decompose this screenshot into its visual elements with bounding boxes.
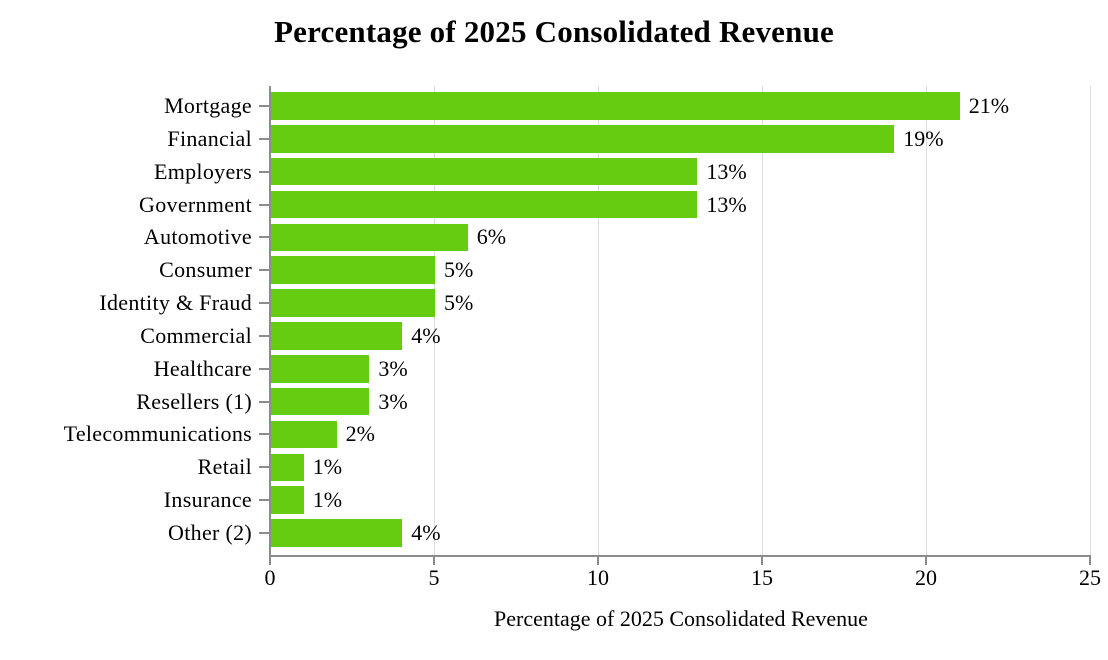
x-tick-label-25: 25 — [1079, 565, 1101, 590]
y-tick-financial — [259, 137, 270, 140]
bar-value-label-telecommunications: 2% — [345, 421, 375, 447]
category-label-commercial: Commercial — [140, 322, 252, 348]
y-tick-employers — [259, 170, 270, 173]
y-tick-government — [259, 203, 270, 206]
category-label-automotive: Automotive — [143, 224, 252, 250]
bar-value-label-automotive: 6% — [476, 224, 507, 250]
bar-identity-fraud — [271, 289, 435, 317]
category-label-consumer: Consumer — [159, 257, 252, 283]
bar-value-label-identity-fraud: 5% — [444, 290, 474, 316]
x-tick-5 — [433, 557, 435, 565]
y-tick-mortgage — [259, 105, 270, 107]
y-tick-retail — [259, 466, 270, 469]
x-tick-25 — [1089, 557, 1091, 565]
category-label-financial: Financial — [167, 125, 252, 151]
x-tick-10 — [597, 557, 599, 565]
y-tick-other-2 — [259, 531, 270, 534]
category-label-retail: Retail — [197, 454, 252, 480]
category-label-government: Government — [139, 191, 252, 217]
bar-employers — [271, 157, 698, 186]
bar-value-label-consumer: 5% — [444, 257, 474, 283]
category-label-healthcare: Healthcare — [153, 355, 252, 381]
bar-healthcare — [271, 355, 370, 383]
bar-value-label-commercial: 4% — [411, 322, 441, 348]
bar-mortgage — [271, 92, 960, 120]
x-tick-20 — [925, 557, 927, 565]
gridline-25 — [1089, 86, 1091, 555]
bar-value-label-insurance: 1% — [312, 487, 343, 513]
bar-value-label-healthcare: 3% — [378, 355, 408, 381]
x-axis-line — [269, 555, 1091, 557]
category-label-other-2: Other (2) — [168, 519, 252, 545]
x-tick-0 — [269, 557, 271, 565]
y-tick-consumer — [259, 269, 270, 272]
bar-value-label-resellers-1: 3% — [378, 388, 408, 414]
x-tick-label-0: 0 — [264, 565, 276, 590]
category-label-telecommunications: Telecommunications — [63, 421, 252, 447]
category-label-resellers-1: Resellers (1) — [136, 388, 252, 414]
bar-consumer — [271, 256, 435, 284]
bar-value-label-mortgage: 21% — [968, 93, 1010, 118]
bar-retail — [271, 453, 304, 482]
bar-government — [271, 190, 698, 219]
category-label-identity-fraud: Identity & Fraud — [99, 290, 252, 316]
y-tick-telecommunications — [259, 433, 270, 436]
category-label-employers: Employers — [153, 158, 252, 184]
gridline-15 — [761, 86, 763, 555]
bar-financial — [271, 125, 895, 153]
y-tick-resellers-1 — [259, 400, 270, 403]
bar-resellers-1 — [271, 387, 370, 416]
x-tick-15 — [761, 557, 763, 565]
y-tick-automotive — [259, 236, 270, 239]
bar-automotive — [271, 223, 468, 252]
x-tick-label-10: 10 — [587, 565, 609, 590]
bar-value-label-employers: 13% — [706, 158, 747, 184]
y-tick-healthcare — [259, 367, 270, 370]
bar-value-label-financial: 19% — [903, 125, 944, 151]
y-axis-line — [269, 86, 271, 557]
gridline-20 — [925, 86, 927, 555]
x-axis-label: Percentage of 2025 Consolidated Revenue — [494, 606, 868, 631]
gridline-5 — [433, 86, 435, 555]
y-tick-identity-fraud — [259, 302, 270, 305]
x-tick-label-15: 15 — [751, 565, 773, 590]
y-tick-commercial — [259, 334, 270, 337]
bar-value-label-other-2: 4% — [411, 519, 441, 545]
x-tick-label-5: 5 — [428, 565, 440, 590]
category-label-insurance: Insurance — [163, 487, 252, 513]
gridline-10 — [597, 86, 599, 555]
bar-telecommunications — [271, 420, 337, 449]
bar-commercial — [271, 322, 403, 350]
y-tick-insurance — [259, 499, 270, 502]
bar-insurance — [271, 486, 304, 514]
bar-other-2 — [271, 519, 403, 547]
bar-value-label-government: 13% — [706, 191, 747, 217]
chart-title: Percentage of 2025 Consolidated Revenue — [274, 14, 834, 49]
bar-value-label-retail: 1% — [312, 454, 343, 480]
category-label-mortgage: Mortgage — [164, 93, 252, 118]
x-tick-label-20: 20 — [915, 565, 937, 590]
